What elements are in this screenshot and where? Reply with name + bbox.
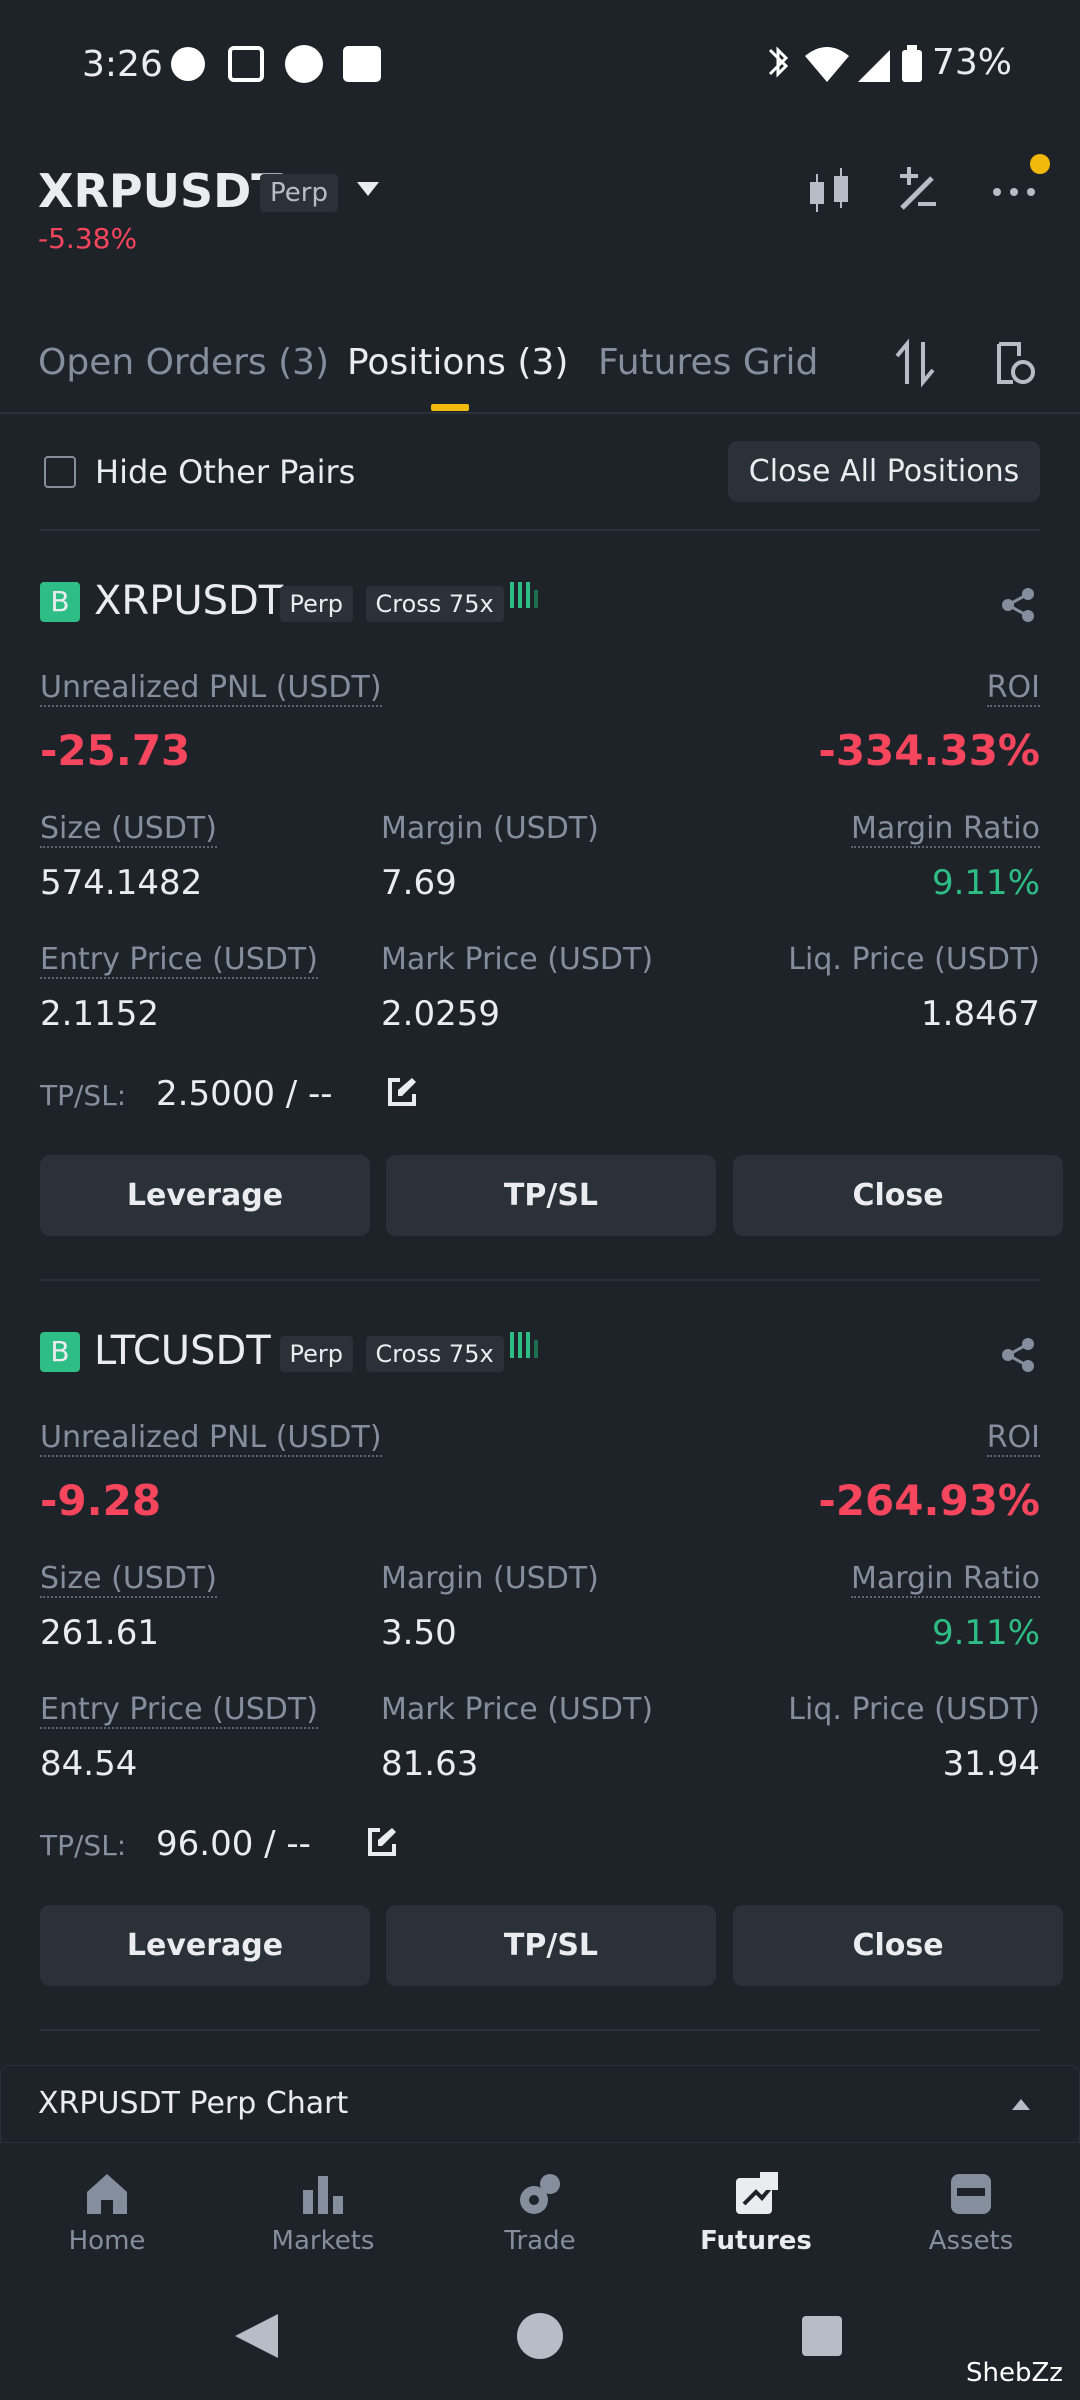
field-label: Size (USDT)	[40, 1561, 217, 1598]
nav-icon[interactable]	[732, 2170, 780, 2218]
nav-label[interactable]: Home	[68, 2226, 146, 2256]
system-nav[interactable]	[0, 2300, 1080, 2400]
field-value: 7.69	[381, 863, 457, 903]
divider	[40, 529, 1040, 531]
field-value: 261.61	[40, 1613, 159, 1653]
tpsl[interactable]: 96.00 / --	[156, 1824, 311, 1864]
field-label: Margin Ratio	[850, 1561, 1040, 1598]
field-value: 81.63	[381, 1744, 479, 1784]
pnl: -9.28	[40, 1476, 162, 1525]
field-value: 9.11%	[931, 1613, 1040, 1653]
signal	[509, 582, 542, 615]
chart-bar-toggle[interactable]	[1010, 2096, 1032, 2112]
nav-label[interactable]: Trade	[504, 2226, 576, 2256]
side-badge: B	[40, 1332, 80, 1372]
action-button[interactable]: TP/SL	[386, 1155, 716, 1236]
side-badge: B	[40, 582, 80, 622]
nav-label[interactable]: Assets	[928, 2226, 1014, 2256]
action-button[interactable]: TP/SL	[386, 1905, 716, 1986]
tab-icons[interactable]	[895, 338, 1055, 388]
field-label: Entry Price (USDT)	[40, 942, 318, 979]
field-label: Mark Price (USDT)	[381, 942, 654, 977]
action-button[interactable]: Leverage	[40, 1905, 370, 1986]
field-label: Mark Price (USDT)	[381, 1692, 654, 1727]
field-label: Margin (USDT)	[381, 811, 599, 846]
pnl-label: Unrealized PNL (USDT)	[40, 1420, 382, 1457]
mode-badge: Cross 75x	[365, 586, 504, 622]
bottom-nav	[0, 2142, 1080, 2301]
status-time: 3:26	[82, 44, 163, 85]
battery: 73%	[932, 42, 1013, 83]
action-button[interactable]: Leverage	[40, 1155, 370, 1236]
system-icons	[768, 46, 890, 82]
tpsl[interactable]: 2.5000 / --	[156, 1074, 333, 1114]
change: -5.38%	[38, 222, 138, 255]
chart-bar-label[interactable]: XRPUSDT Perp Chart	[38, 2086, 349, 2121]
roi: -264.93%	[818, 1476, 1040, 1525]
checkbox[interactable]	[44, 456, 76, 488]
pnl: -25.73	[40, 726, 191, 775]
dropdown[interactable]	[355, 180, 381, 200]
roi: -334.33%	[818, 726, 1040, 775]
field-value: 9.11%	[931, 863, 1040, 903]
tpsl-edit[interactable]	[386, 1076, 418, 1108]
pnl-label: Unrealized PNL (USDT)	[40, 670, 382, 707]
tab-indicator	[431, 404, 469, 411]
divider	[0, 412, 1080, 414]
divider	[40, 1279, 1040, 1281]
watermark: ShebZz	[966, 2358, 1063, 2388]
field-value: 2.0259	[381, 994, 500, 1034]
roi-label: ROI	[986, 1420, 1040, 1457]
field-label: Margin (USDT)	[381, 1561, 599, 1596]
type-badge: Perp	[279, 1336, 353, 1372]
position-symbol[interactable]: XRPUSDT	[94, 578, 284, 624]
nav-label[interactable]: Markets	[271, 2226, 375, 2256]
action-button[interactable]: Close	[733, 1905, 1063, 1986]
tpsl-label: TP/SL:	[40, 1079, 127, 1112]
field-value: 574.1482	[40, 863, 203, 903]
position-symbol[interactable]: LTCUSDT	[94, 1328, 271, 1374]
mode-badge: Cross 75x	[365, 1336, 504, 1372]
notification-dot	[1030, 154, 1050, 174]
nav-icon[interactable]	[947, 2170, 995, 2218]
battery-icon	[902, 45, 922, 82]
nav-label[interactable]: Futures	[700, 2226, 812, 2256]
field-label: Margin Ratio	[850, 811, 1040, 848]
share[interactable]	[1002, 588, 1036, 622]
field-label: Size (USDT)	[40, 811, 217, 848]
divider	[40, 2029, 1040, 2031]
type-badge: Perp	[279, 586, 353, 622]
close-all-button[interactable]: Close All Positions	[728, 441, 1040, 502]
header-actions[interactable]	[800, 162, 1050, 222]
share[interactable]	[1002, 1338, 1036, 1372]
tab[interactable]: Positions (3)	[347, 342, 569, 383]
nav-icon[interactable]	[83, 2170, 131, 2218]
nav-icon[interactable]	[516, 2170, 564, 2218]
roi-label: ROI	[986, 670, 1040, 707]
status-icons	[171, 45, 381, 83]
hide-other-pairs[interactable]: Hide Other Pairs	[95, 453, 356, 491]
field-value: 84.54	[40, 1744, 138, 1784]
nav-icon[interactable]	[299, 2170, 347, 2218]
tab[interactable]: Futures Grid	[598, 342, 819, 383]
field-value: 3.50	[381, 1613, 457, 1653]
field-label: Liq. Price (USDT)	[788, 942, 1040, 977]
tpsl-label: TP/SL:	[40, 1829, 127, 1862]
perp-badge: Perp	[260, 174, 338, 212]
symbol[interactable]: XRPUSDT	[38, 164, 283, 218]
field-value: 1.8467	[921, 994, 1040, 1034]
action-button[interactable]: Close	[733, 1155, 1063, 1236]
tab[interactable]: Open Orders (3)	[38, 342, 330, 383]
tpsl-edit[interactable]	[366, 1826, 398, 1858]
field-label: Entry Price (USDT)	[40, 1692, 318, 1729]
field-label: Liq. Price (USDT)	[788, 1692, 1040, 1727]
field-value: 31.94	[942, 1744, 1040, 1784]
field-value: 2.1152	[40, 994, 159, 1034]
signal	[509, 1332, 542, 1365]
